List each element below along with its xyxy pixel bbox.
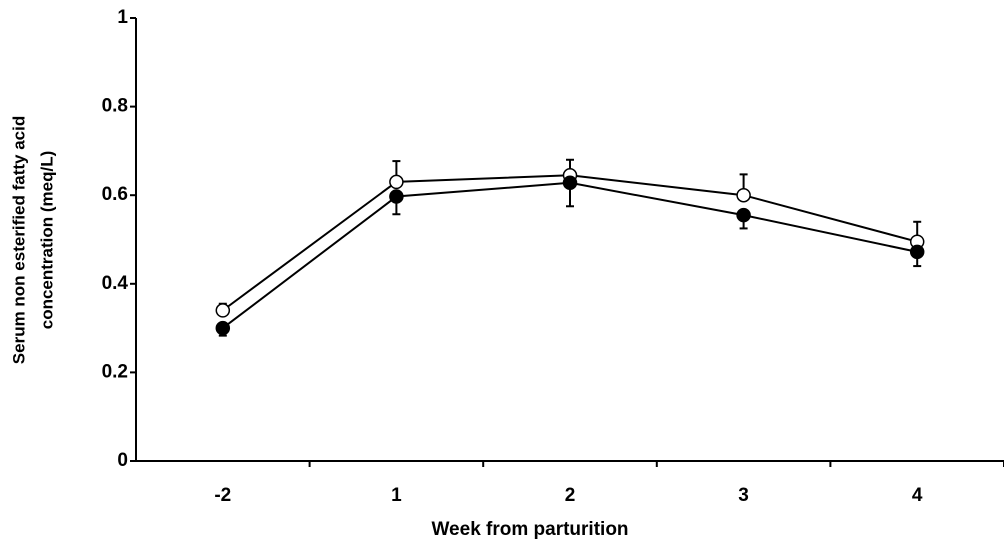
marker — [389, 174, 404, 190]
marker — [909, 244, 925, 260]
x-tick-label: 3 — [738, 485, 749, 506]
marker — [736, 187, 751, 203]
y-axis-label: Serum non esterified fatty acid — [9, 116, 28, 364]
marker — [736, 207, 751, 223]
y-tick-label: 1 — [117, 7, 128, 28]
y-tick-label: 0.6 — [102, 184, 128, 205]
x-tick-label: 1 — [391, 485, 402, 506]
y-tick-label: 0.4 — [102, 273, 129, 294]
x-tick-label: -2 — [214, 485, 231, 506]
y-tick-label: 0.2 — [102, 361, 128, 382]
marker — [215, 303, 231, 318]
x-tick-label: 2 — [565, 485, 576, 506]
y-tick-label: 0.8 — [102, 96, 128, 117]
x-axis-label: Week from parturition — [431, 519, 628, 540]
marker — [215, 320, 231, 336]
marker — [562, 175, 578, 191]
x-tick-label: 4 — [912, 485, 923, 506]
y-tick-label: 0 — [117, 450, 128, 471]
y-axis-label: concentration (meq/L) — [37, 151, 56, 330]
marker — [389, 189, 404, 204]
